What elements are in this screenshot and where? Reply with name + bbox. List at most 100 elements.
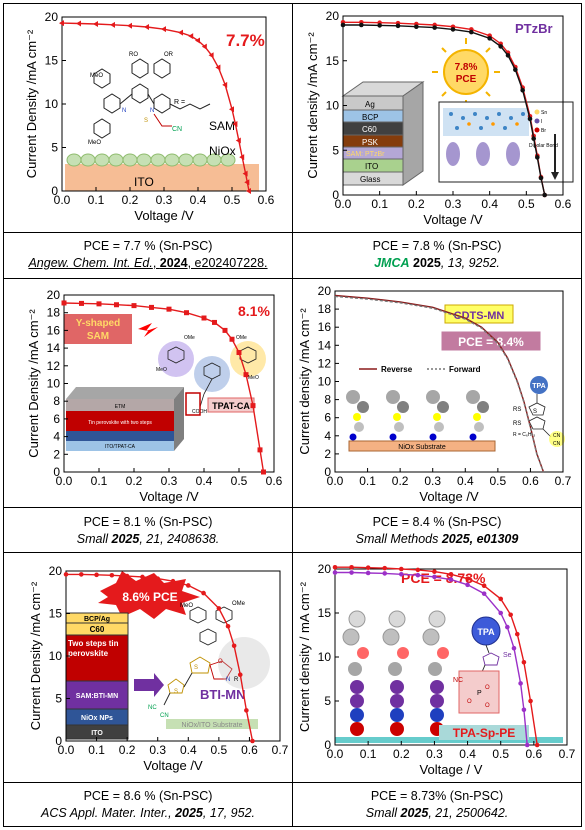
caption-pce: PCE = 8.4 % (Sn-PSC) — [372, 515, 502, 529]
data-point — [59, 20, 64, 27]
pce-label: PCE = 8.4% — [458, 335, 524, 349]
y-axis-label: Current density /mA cm⁻² — [297, 308, 312, 455]
mol-label: S — [174, 689, 178, 695]
data-point — [94, 572, 99, 578]
data-point — [524, 742, 530, 748]
x-tick-label: 0.0 — [56, 474, 73, 488]
data-point — [332, 570, 338, 575]
y-tick-label: 16 — [318, 320, 332, 334]
data-point — [184, 310, 189, 316]
chart-3: Y-shaped SAM OMe MeO OMe MeO COOH — [26, 288, 283, 504]
mol-label: Se — [503, 652, 512, 659]
data-point — [127, 22, 132, 29]
data-point — [498, 596, 504, 602]
ref-rest: , 17, 952. — [202, 806, 256, 820]
data-point — [514, 631, 520, 637]
molecular-spheres — [342, 610, 449, 736]
mol-label: OMe — [236, 335, 247, 341]
data-point — [185, 583, 191, 588]
x-tick-label: 0.5 — [211, 743, 228, 757]
tpa-label: TPA — [477, 627, 495, 637]
panel-3: Y-shaped SAM OMe MeO OMe MeO COOH — [4, 279, 292, 507]
pce-label: 8.6% PCE — [122, 590, 177, 604]
row-divider — [3, 552, 582, 553]
data-point — [229, 336, 235, 342]
x-tick-label: 0.5 — [231, 474, 248, 488]
series-line — [335, 571, 528, 746]
data-point — [239, 154, 245, 161]
device-3d — [66, 387, 184, 451]
panel-6: TPA Se NC P O O O TPA-Sp-PE PCE = 8.73% … — [293, 553, 581, 782]
molecule-structure-3 — [158, 341, 266, 408]
y-tick-label: 10 — [47, 377, 61, 391]
data-point — [414, 24, 419, 30]
r-label: R = — [174, 99, 185, 106]
pce-burst: 8.6% PCE — [98, 571, 200, 619]
molecule-name: TPA-Sp-PE — [453, 726, 515, 740]
data-point — [481, 583, 487, 589]
ref-rest: , 21, 2500642. — [428, 806, 509, 820]
mol-label: RS — [513, 421, 521, 427]
data-point — [340, 22, 346, 28]
data-point — [511, 645, 517, 651]
plot-area: 0.0 0.1 0.2 0.3 0.4 0.5 0.6 0 2 4 6 8 10 12 14 16 18 20 Vo… — [26, 288, 283, 504]
data-point — [508, 612, 513, 618]
y-tick-label: 0 — [332, 188, 339, 202]
year: 2025 — [111, 532, 140, 546]
badge-line: SAM — [87, 331, 109, 342]
data-point — [432, 574, 437, 580]
mol-label: O — [218, 659, 223, 665]
x-tick-label: 0.5 — [490, 474, 507, 488]
substrate-label: NiOx/ITO Substrate — [182, 722, 243, 729]
layer-label: Ag — [365, 100, 375, 109]
x-tick-label: 0.0 — [58, 743, 75, 757]
y-tick-label: 0 — [324, 465, 331, 479]
data-point — [518, 681, 523, 686]
x-tick-label: 0.4 — [180, 743, 197, 757]
x-axis-label: Voltage /V — [143, 758, 203, 773]
panel-2: 7.8% PCE PTzBr Ag BCP C60 PSK SAM: PTzBr… — [293, 4, 581, 232]
data-point — [395, 23, 401, 29]
ref-rest: , e202407228. — [187, 256, 268, 270]
y-tick-label: 2 — [324, 447, 331, 461]
y-tick-label: 15 — [49, 607, 63, 621]
pce-value: 7.8% — [455, 62, 478, 73]
x-tick-label: 0.0 — [327, 747, 344, 761]
data-point — [377, 23, 382, 28]
data-point — [225, 623, 231, 629]
data-point — [208, 52, 214, 59]
year: 2025 — [175, 806, 203, 820]
y-tick-label: 20 — [326, 9, 340, 23]
caption-ref: ACS Appl. Mater. Inter., 2025, 17, 952. — [40, 806, 256, 820]
y-tick-label: 0 — [53, 465, 60, 479]
data-point — [114, 302, 119, 308]
device-label: Tin perovskite with two steps — [88, 420, 152, 426]
sam-label: SAM — [209, 119, 235, 133]
x-tick-label: 0.3 — [424, 474, 441, 488]
data-point — [487, 36, 492, 41]
data-point — [93, 20, 98, 27]
x-tick-label: 0.2 — [408, 197, 425, 211]
mol-label: MeO — [90, 73, 103, 79]
journal: Small Methods — [355, 532, 439, 546]
y-tick-label: 10 — [45, 97, 59, 111]
mol-label: S — [144, 118, 148, 124]
x-tick-label: 0.2 — [122, 193, 139, 207]
x-tick-label: 0.1 — [359, 474, 376, 488]
chart-4: CDTS-MN PCE = 8.4% Reverse Forward NiOx … — [297, 284, 572, 504]
y-axis-label: Current Density /mA cm⁻² — [24, 29, 39, 178]
x-tick-label: 0.4 — [196, 474, 213, 488]
data-point — [243, 372, 249, 378]
data-point — [365, 570, 371, 576]
chart-2: 7.8% PCE PTzBr Ag BCP C60 PSK SAM: PTzBr… — [305, 9, 574, 227]
panel-5: 8.6% PCE BCP/Ag C60 Two steps tin perovs… — [4, 553, 292, 782]
y-tick-label: 5 — [324, 694, 331, 708]
caption-ref: Small 2025, 21, 2500642. — [294, 805, 580, 822]
ref-rest: , e01309 — [469, 532, 519, 546]
data-point — [79, 300, 84, 306]
chart-1: MeO MeO RO OR N N S CN R = SAM NiOx ITO … — [24, 10, 275, 223]
data-point — [76, 20, 81, 27]
data-point — [78, 572, 84, 577]
plot-area: 0.0 0.1 0.2 0.3 0.4 0.5 0.6 0 5 10 15 20 Voltage /V C… — [24, 10, 275, 223]
data-point — [498, 610, 504, 616]
